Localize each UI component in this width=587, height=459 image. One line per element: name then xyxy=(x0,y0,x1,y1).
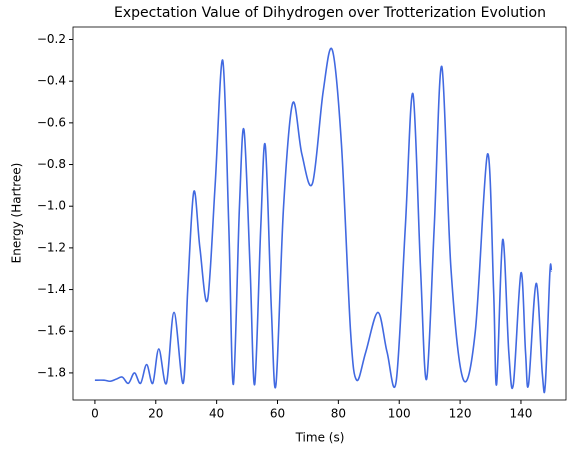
y-axis-label: Energy (Hartree) xyxy=(10,163,24,264)
x-tick-label: 100 xyxy=(388,407,411,421)
y-tick-label: −1.0 xyxy=(37,199,66,213)
x-tick-label: 140 xyxy=(510,407,533,421)
x-axis-label: Time (s) xyxy=(295,431,345,445)
x-tick-label: 40 xyxy=(209,407,224,421)
x-tick-label: 80 xyxy=(331,407,346,421)
x-tick-label: 20 xyxy=(148,407,163,421)
chart-title: Expectation Value of Dihydrogen over Tro… xyxy=(114,5,546,21)
y-tick-label: −0.4 xyxy=(37,74,66,88)
x-tick-label: 120 xyxy=(449,407,472,421)
x-tick-label: 60 xyxy=(270,407,285,421)
y-tick-label: −0.8 xyxy=(37,157,66,171)
y-tick-label: −1.8 xyxy=(37,365,66,379)
y-tick-label: −0.2 xyxy=(37,32,66,46)
y-tick-label: −0.6 xyxy=(37,115,66,129)
y-tick-label: −1.2 xyxy=(37,240,66,254)
plot-frame xyxy=(72,26,567,401)
x-tick-label: 0 xyxy=(91,407,99,421)
data-line xyxy=(94,47,553,394)
y-tick-label: −1.4 xyxy=(37,282,66,296)
y-tick-label: −1.6 xyxy=(37,324,66,338)
